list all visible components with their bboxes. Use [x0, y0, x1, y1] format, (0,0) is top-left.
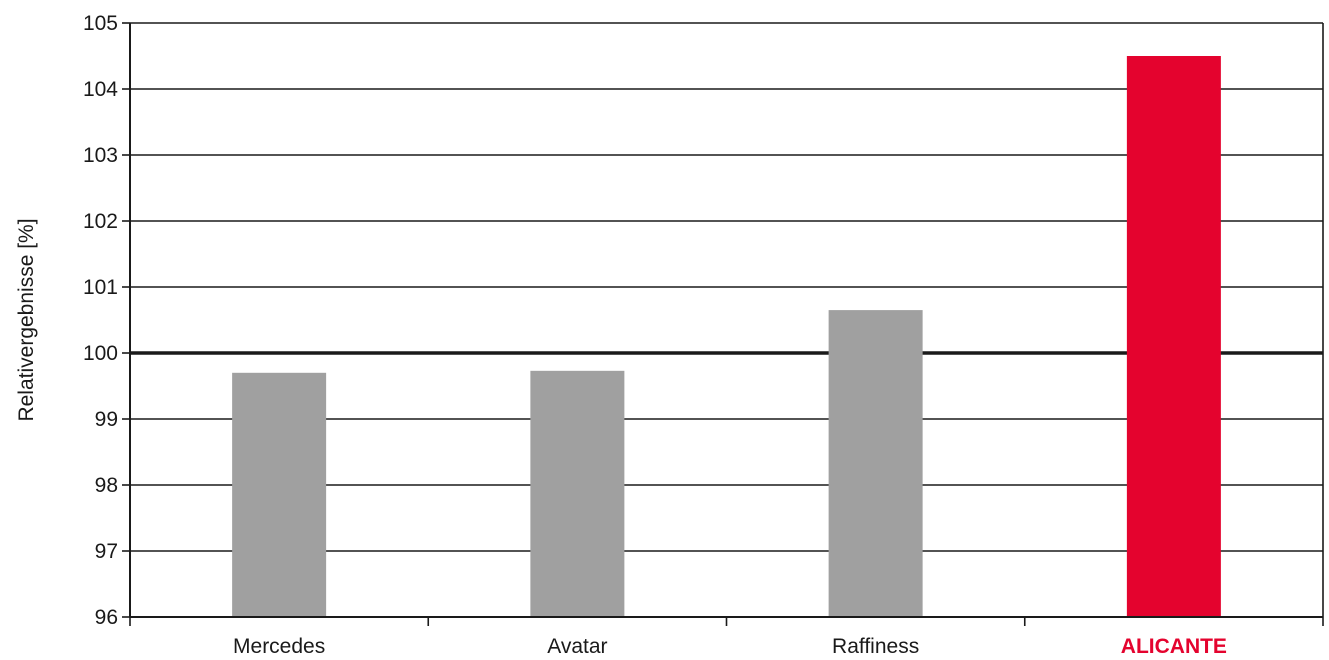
y-tick-label: 101: [83, 276, 118, 299]
y-tick-label: 96: [95, 606, 118, 629]
bar-raffiness: [828, 310, 923, 617]
x-category-label: Mercedes: [233, 635, 325, 658]
x-category-label: Raffiness: [832, 635, 919, 658]
bars: [232, 56, 1221, 617]
y-tick-label: 100: [83, 342, 118, 365]
axes: [122, 22, 1324, 626]
y-tick-labels: 96 97 98 99 100 101 102 103 104 105: [83, 12, 118, 629]
y-axis-title: Relativergebnisse [%]: [15, 218, 38, 421]
x-category-labels: Mercedes Avatar Raffiness ALICANTE: [233, 635, 1227, 658]
y-tick-label: 105: [83, 12, 118, 35]
y-tick-label: 98: [95, 474, 118, 497]
gridlines: [130, 22, 1323, 552]
bar-mercedes: [232, 372, 327, 617]
y-tick-label: 99: [95, 408, 118, 431]
bar-alicante: [1126, 56, 1221, 617]
x-category-label: Avatar: [547, 635, 607, 658]
bar-avatar: [530, 370, 625, 617]
y-tick-label: 102: [83, 210, 118, 233]
y-tick-label: 97: [95, 540, 118, 563]
y-tick-label: 104: [83, 78, 118, 101]
x-category-label: ALICANTE: [1121, 635, 1227, 658]
y-tick-label: 103: [83, 144, 118, 167]
